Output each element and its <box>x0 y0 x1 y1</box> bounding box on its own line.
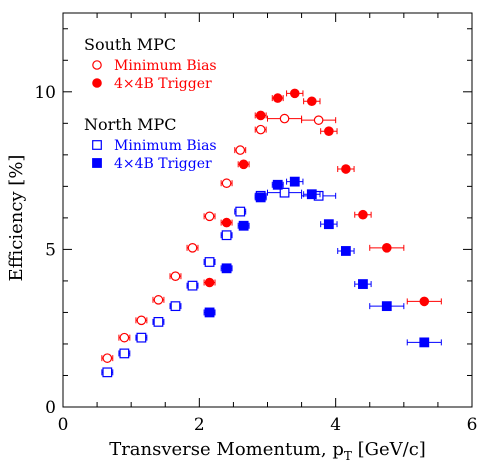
legend-marker <box>92 78 102 88</box>
data-point <box>289 88 300 99</box>
data-point <box>255 192 266 203</box>
legend: South MPC Minimum Bias 4×4B Trigger North M… <box>84 35 217 172</box>
legend-entry: Minimum Bias <box>114 58 217 74</box>
data-point <box>324 126 334 136</box>
y-tick-label: 10 <box>34 83 56 103</box>
data-point <box>221 217 232 228</box>
data-point <box>153 316 164 327</box>
data-point <box>255 124 266 135</box>
legend-entry: 4×4B Trigger <box>114 76 212 92</box>
axis-ticks <box>62 13 473 408</box>
y-tick-label: 5 <box>45 240 56 260</box>
tick-labels: 0 2 4 6 0 5 10 <box>34 83 477 435</box>
data-point <box>341 164 351 174</box>
data-point <box>102 353 113 363</box>
data-point <box>272 179 283 190</box>
x-tick-label: 0 <box>58 415 69 435</box>
data-point <box>340 246 351 256</box>
legend-entry: Minimum Bias <box>114 138 217 154</box>
data-point <box>187 280 198 291</box>
data-point <box>307 96 317 107</box>
legend-marker <box>92 140 102 150</box>
legend-entry: 4×4B Trigger <box>114 156 212 172</box>
y-tick-label: 0 <box>45 398 56 418</box>
series <box>101 113 337 363</box>
data-point <box>419 296 430 307</box>
data-point <box>204 257 215 267</box>
series <box>203 176 442 348</box>
x-axis-label: Transverse Momentum, pT [GeV/c] <box>109 439 426 463</box>
legend-group-title: North MPC <box>84 115 177 134</box>
data-point <box>313 115 324 125</box>
data-point <box>279 113 290 124</box>
y-axis-label: Efficiency [%] <box>6 155 27 282</box>
data-point <box>381 301 392 312</box>
series <box>203 88 442 307</box>
data-point <box>119 332 130 343</box>
series <box>101 187 337 378</box>
data-point <box>221 230 232 241</box>
data-point <box>306 189 317 200</box>
x-tick-label: 4 <box>330 415 341 435</box>
data-point <box>358 279 368 289</box>
data-points <box>101 88 442 378</box>
legend-group-title: South MPC <box>84 35 176 54</box>
data-point <box>221 178 232 189</box>
data-point <box>119 348 130 359</box>
data-point <box>187 243 198 253</box>
data-point <box>136 315 147 326</box>
data-point <box>238 220 249 231</box>
data-point <box>323 219 334 230</box>
data-point <box>238 159 249 170</box>
data-point <box>279 187 290 198</box>
data-point <box>235 206 246 217</box>
x-axis-label-subscript: T <box>344 449 352 463</box>
data-point <box>204 307 215 318</box>
data-point <box>136 332 147 343</box>
data-point <box>204 211 215 222</box>
x-axis-label-main: Transverse Momentum, p <box>109 439 344 460</box>
data-point <box>419 337 430 348</box>
data-point <box>102 367 113 378</box>
data-point <box>289 176 300 187</box>
x-axis-label-unit: [GeV/c] <box>352 439 426 460</box>
data-point <box>272 93 283 103</box>
data-point <box>358 209 368 220</box>
data-point <box>153 295 164 305</box>
data-point <box>170 271 181 281</box>
data-point <box>255 110 266 121</box>
legend-marker <box>92 158 102 168</box>
data-point <box>221 263 232 274</box>
data-point <box>204 277 215 288</box>
data-point <box>381 243 392 253</box>
data-point <box>170 301 181 312</box>
x-tick-label: 2 <box>194 415 205 435</box>
data-point <box>235 145 246 155</box>
legend-marker <box>92 60 102 70</box>
x-tick-label: 6 <box>467 415 478 435</box>
